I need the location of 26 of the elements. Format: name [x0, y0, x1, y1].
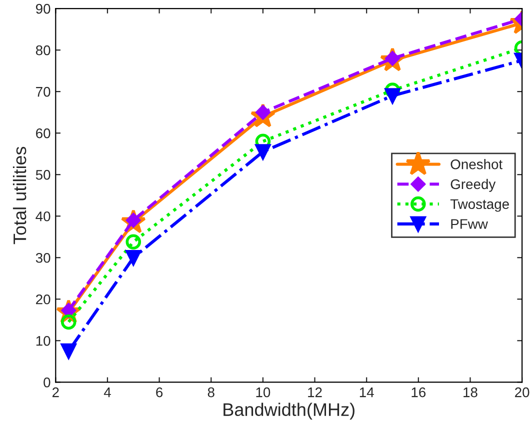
- y-tick-label: 60: [36, 128, 50, 138]
- x-tick-label: 12: [308, 387, 322, 398]
- x-tick-label: 18: [464, 387, 478, 398]
- x-tick-label: 14: [360, 388, 374, 398]
- x-tick-label: 10: [256, 387, 270, 398]
- y-tick-label: 10: [36, 336, 50, 346]
- x-tick-label: 8: [208, 387, 214, 398]
- y-tick-label: 50: [36, 170, 50, 180]
- x-tick-label: 4: [104, 388, 111, 398]
- legend-label: Greedy: [450, 178, 496, 192]
- y-tick-label: 70: [36, 86, 50, 97]
- y-tick-label: 40: [36, 211, 50, 222]
- x-tick-label: 6: [156, 387, 163, 398]
- y-tick-label: 80: [36, 45, 50, 56]
- x-axis-title: Bandwidth(MHz): [224, 402, 354, 420]
- y-tick-label: 0: [44, 378, 50, 388]
- x-tick-label: 16: [412, 387, 426, 398]
- y-tick-label: 90: [36, 4, 50, 14]
- y-tick-label: 30: [36, 252, 50, 263]
- legend-label: PFww: [451, 219, 488, 229]
- y-tick-label: 20: [36, 294, 50, 304]
- x-tick-label: 20: [515, 387, 530, 398]
- legend-label: Twostage: [450, 199, 509, 212]
- legend-label: Oneshot: [450, 159, 503, 170]
- x-tick-label: 2: [52, 387, 59, 398]
- y-axis-title: Total utilities: [12, 146, 26, 244]
